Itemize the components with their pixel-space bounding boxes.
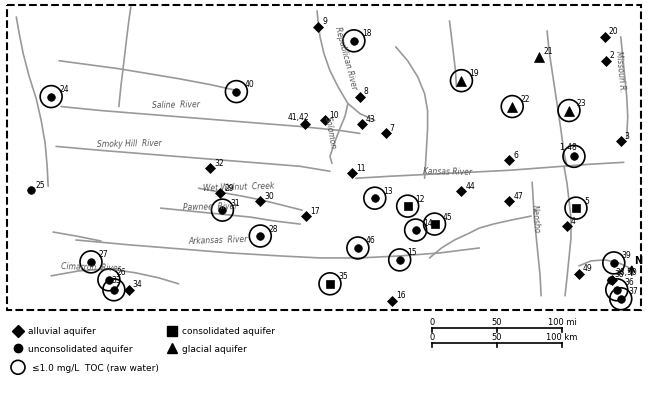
Text: 27: 27: [99, 250, 109, 259]
Text: 36: 36: [625, 278, 634, 287]
Text: Arkansas  River: Arkansas River: [188, 234, 248, 245]
Text: Solomon: Solomon: [322, 115, 337, 149]
Text: 2: 2: [610, 51, 614, 60]
FancyBboxPatch shape: [7, 6, 641, 310]
Text: N: N: [634, 255, 642, 265]
Text: 7: 7: [390, 124, 395, 132]
Text: consolidated aquifer: consolidated aquifer: [182, 326, 275, 335]
Text: ≤1.0 mg/L  TOC (raw water): ≤1.0 mg/L TOC (raw water): [32, 363, 159, 372]
Text: 3: 3: [625, 132, 630, 141]
Text: 50: 50: [492, 317, 502, 326]
Text: 15: 15: [408, 248, 417, 257]
Text: 23: 23: [577, 99, 586, 108]
Text: alluvial aquifer: alluvial aquifer: [28, 326, 96, 335]
Text: 13: 13: [383, 186, 393, 195]
Text: 38,50: 38,50: [616, 268, 638, 277]
Text: 12: 12: [415, 194, 425, 203]
Text: 39: 39: [622, 251, 632, 260]
Text: Pawnee  River: Pawnee River: [183, 202, 238, 211]
Text: Cimarron  River: Cimarron River: [61, 262, 121, 273]
Text: Republican River: Republican River: [333, 25, 359, 90]
Text: Saline  River: Saline River: [151, 100, 200, 110]
Text: 50: 50: [492, 333, 502, 342]
Text: 41,42: 41,42: [287, 113, 309, 122]
Text: 5: 5: [584, 196, 589, 205]
Text: 49: 49: [583, 264, 593, 273]
Text: 10: 10: [329, 111, 339, 120]
Text: 34: 34: [133, 279, 142, 289]
Text: 26: 26: [117, 268, 127, 277]
Text: 18: 18: [362, 29, 371, 38]
Text: 9: 9: [322, 17, 327, 26]
Text: unconsolidated aquifer: unconsolidated aquifer: [28, 344, 133, 353]
Text: 38: 38: [615, 270, 625, 279]
Text: 43: 43: [366, 115, 376, 124]
Text: 1 48: 1 48: [560, 143, 577, 151]
Text: 40: 40: [244, 80, 254, 89]
Text: 31: 31: [230, 198, 240, 207]
Text: 4: 4: [571, 216, 576, 225]
Text: 47: 47: [514, 191, 523, 200]
Text: 17: 17: [310, 206, 320, 215]
Text: Kansas River: Kansas River: [423, 167, 472, 177]
Text: 14: 14: [424, 218, 433, 227]
Text: 35: 35: [338, 272, 348, 281]
Text: 22: 22: [520, 95, 530, 104]
Text: 16: 16: [396, 290, 406, 300]
Text: 45: 45: [443, 212, 452, 221]
Text: 46: 46: [366, 236, 376, 245]
Text: 32: 32: [214, 158, 224, 167]
Text: 19: 19: [469, 69, 479, 78]
Text: 0: 0: [430, 333, 435, 342]
Text: 37: 37: [629, 287, 638, 296]
Text: Neosho: Neosho: [529, 204, 541, 233]
Text: 29: 29: [224, 183, 234, 192]
Text: glacial aquifer: glacial aquifer: [182, 344, 247, 353]
Text: 8: 8: [364, 87, 369, 96]
Text: 30: 30: [265, 191, 274, 200]
Text: 25: 25: [35, 180, 45, 189]
Text: Wet Walnut  Creek: Wet Walnut Creek: [203, 181, 274, 192]
Text: 44: 44: [465, 181, 475, 190]
Text: 100 mi: 100 mi: [547, 317, 577, 326]
Text: Missouri R.: Missouri R.: [614, 51, 627, 92]
Text: 21: 21: [543, 47, 552, 56]
Text: 28: 28: [268, 224, 278, 233]
Text: Smoky Hill  River: Smoky Hill River: [96, 139, 161, 149]
Text: 11: 11: [356, 163, 365, 173]
Text: 100 km: 100 km: [546, 333, 578, 342]
Text: 24: 24: [59, 85, 69, 94]
Text: 6: 6: [514, 151, 518, 160]
Text: 0: 0: [430, 317, 435, 326]
Text: 33: 33: [112, 276, 122, 285]
Text: 20: 20: [609, 27, 618, 36]
